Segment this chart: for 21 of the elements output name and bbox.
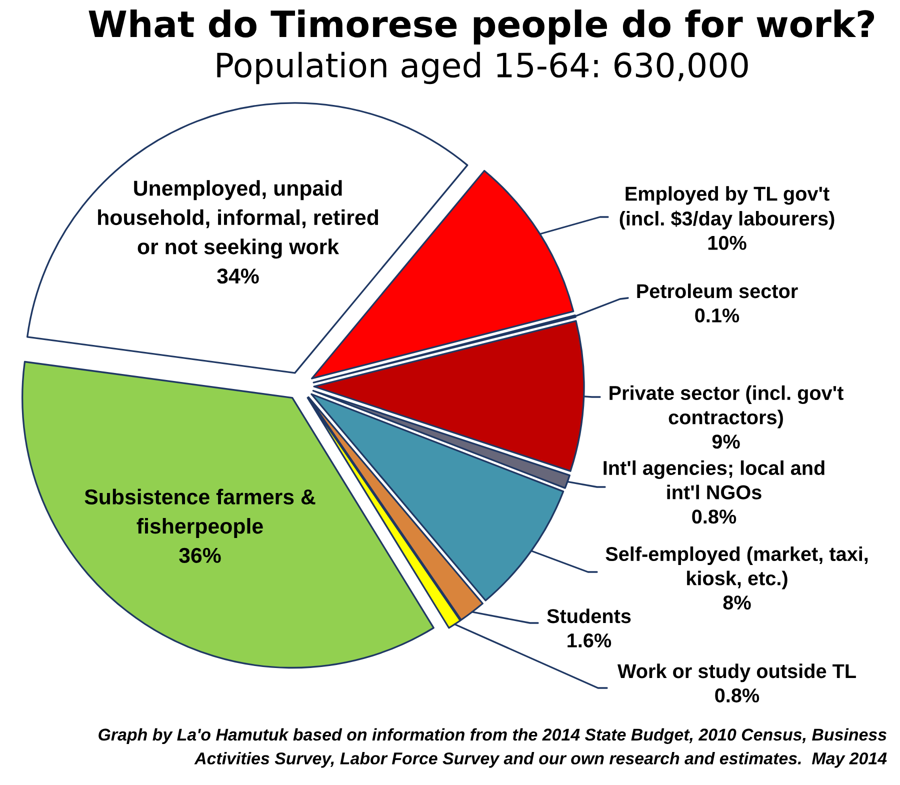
data-label: 0.1% xyxy=(695,308,740,322)
data-label: 0.8% xyxy=(692,510,736,524)
data-label: 36% xyxy=(179,548,221,564)
data-label: 10% xyxy=(708,236,746,250)
slice-label: Private sector (incl. gov't contractors) xyxy=(610,385,844,428)
slice-label: Students xyxy=(547,608,631,624)
data-label: 9% xyxy=(712,434,740,449)
chart-title: What do Timorese people do for work? xyxy=(88,10,874,44)
slice-label: Unemployed, unpaid household, informal, retired or not seeking work xyxy=(98,180,378,259)
data-label: 8% xyxy=(723,596,751,610)
slice-label: Petroleum sector xyxy=(637,284,798,298)
slice-label: Work or study outside TL xyxy=(617,664,856,682)
data-label: 1.6% xyxy=(568,633,612,648)
data-label: 0.8% xyxy=(715,688,760,702)
data-label: 34% xyxy=(217,268,259,284)
slice-label: Subsistence farmers & fisherpeople xyxy=(84,488,316,538)
text: Graph by La'o Hamutuk based on information from the 2014 State Budget, 2010 Census, Business Activities Survey, Labor Force Survey and our own research and estimates. May 2014 xyxy=(98,728,887,768)
slice-label: Employed by TL gov't (incl. $3/day labourers) xyxy=(620,186,834,230)
chart-subtitle: Population aged 15-64: 630,000 xyxy=(217,52,748,84)
slice-label: Int'l agencies; local and int'l NGOs xyxy=(604,460,824,500)
slice-label: Self-employed (market, taxi, kiosk, etc.) xyxy=(606,546,868,590)
